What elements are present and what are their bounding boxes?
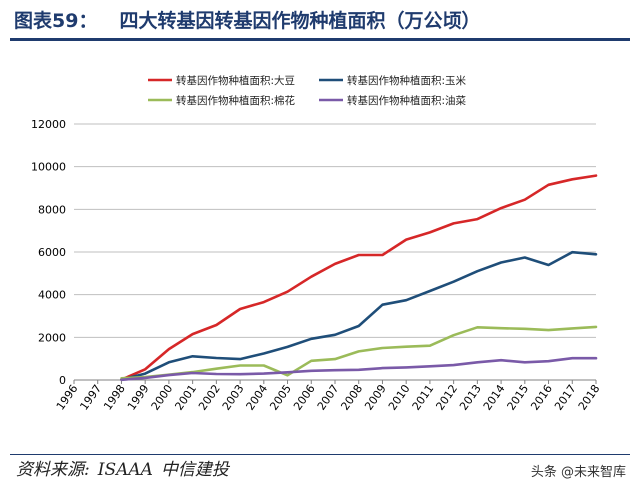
y-tick-label-8000: 8000 xyxy=(38,203,66,216)
y-tick-label-2000: 2000 xyxy=(38,331,66,344)
x-tick-label-1998: 1998 xyxy=(101,382,128,412)
x-tick-label-2013: 2013 xyxy=(457,382,484,412)
x-tick-label-2004: 2004 xyxy=(244,382,271,412)
x-tick-label-2001: 2001 xyxy=(172,382,199,412)
x-tick-label-1997: 1997 xyxy=(77,382,104,412)
line-chart: 0 2000 4000 6000 8000 10000 12000 1996199719981… xyxy=(31,74,603,413)
legend-label-3: 转基因作物种植面积:油菜 xyxy=(347,94,467,107)
x-tick-label-2000: 2000 xyxy=(149,382,176,412)
x-tick-label-2005: 2005 xyxy=(267,382,294,412)
title-divider xyxy=(10,38,630,41)
x-tick-label-2012: 2012 xyxy=(433,382,460,412)
y-tick-label-0: 0 xyxy=(59,374,66,387)
series-line-2 xyxy=(120,325,598,380)
x-tick-label-2008: 2008 xyxy=(338,382,365,412)
watermark: 头条 @未来智库 xyxy=(530,465,626,480)
figure-label: 图表59： xyxy=(14,10,98,32)
x-tick-label-1996: 1996 xyxy=(54,382,81,412)
series-line-3 xyxy=(120,356,598,382)
y-tick-label-4000: 4000 xyxy=(38,289,66,302)
legend-label-1: 转基因作物种植面积:玉米 xyxy=(347,74,467,87)
source-label: 资料来源: xyxy=(16,460,90,480)
x-tick-label-2017: 2017 xyxy=(552,382,579,412)
y-tick-label-10000: 10000 xyxy=(31,161,66,174)
x-tick-label-2009: 2009 xyxy=(362,382,389,412)
series-line-0 xyxy=(120,174,598,381)
series-line-1 xyxy=(120,250,598,381)
source-note: 资料来源: ISAAA 中信建投 xyxy=(16,458,229,482)
legend-label-0: 转基因作物种植面积:大豆 xyxy=(176,74,295,87)
x-tick-label-2002: 2002 xyxy=(196,382,223,412)
x-tick-label-1999: 1999 xyxy=(125,382,152,412)
chart-title-bar: 图表59： 四大转基因转基因作物种植面积（万公顷） xyxy=(14,6,626,36)
source-org: ISAAA xyxy=(97,460,153,480)
legend-label-2: 转基因作物种植面积:棉花 xyxy=(176,94,296,107)
x-tick-label-2016: 2016 xyxy=(528,382,555,412)
x-tick-label-2015: 2015 xyxy=(505,382,532,412)
figure-title: 四大转基因转基因作物种植面积（万公顷） xyxy=(119,10,481,32)
x-tick-label-2018: 2018 xyxy=(576,382,603,412)
x-tick-label-2006: 2006 xyxy=(291,382,318,412)
source-broker: 中信建投 xyxy=(160,460,229,480)
y-tick-label-6000: 6000 xyxy=(38,246,66,259)
x-tick-label-2014: 2014 xyxy=(481,382,508,412)
x-tick-label-2007: 2007 xyxy=(315,382,342,412)
x-tick-label-2010: 2010 xyxy=(386,382,413,412)
x-tick-label-2011: 2011 xyxy=(410,382,437,412)
footer-divider xyxy=(10,454,630,455)
y-tick-label-12000: 12000 xyxy=(31,118,66,131)
x-tick-label-2003: 2003 xyxy=(220,382,247,412)
